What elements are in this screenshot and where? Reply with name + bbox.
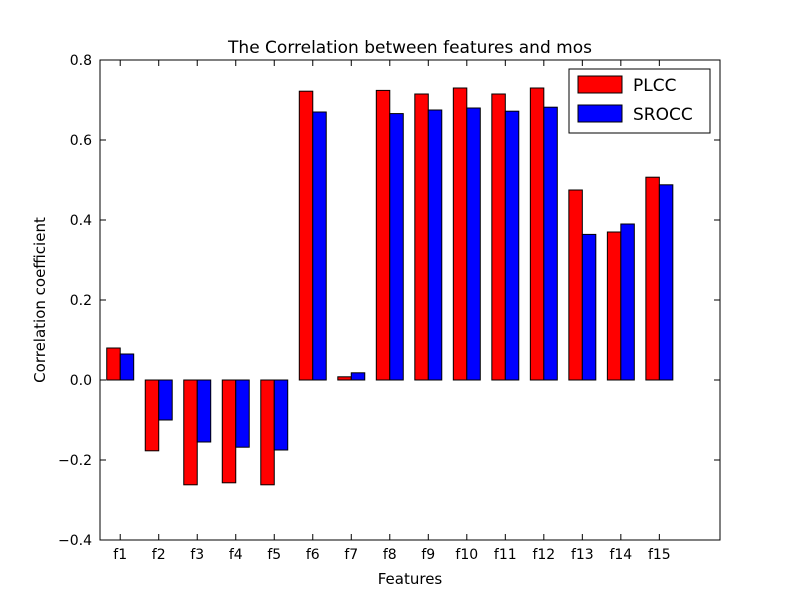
y-tick-label: 0.2 bbox=[70, 293, 92, 309]
x-tick-label-f15: f15 bbox=[648, 547, 671, 563]
bar-srocc-f14 bbox=[620, 223, 635, 381]
bars-group bbox=[106, 87, 674, 486]
bar-srocc-f2 bbox=[158, 379, 173, 421]
y-axis: −0.4 −0.2 0.0 0.2 0.4 0.6 0.8 bbox=[58, 53, 720, 549]
y-tick-label: 0.4 bbox=[70, 213, 92, 229]
bar-plcc-f10 bbox=[452, 87, 468, 381]
legend-swatch-plcc bbox=[577, 75, 623, 94]
x-tick-label-f6: f6 bbox=[306, 547, 320, 563]
bar-srocc-f1 bbox=[119, 353, 135, 381]
x-tick-label-f9: f9 bbox=[421, 547, 435, 563]
y-tick-label: −0.2 bbox=[58, 453, 92, 469]
bar-plcc-f14 bbox=[606, 231, 622, 381]
x-tick-label-f10: f10 bbox=[455, 547, 478, 563]
bar-srocc-f11 bbox=[504, 110, 520, 381]
y-tick-label: 0.8 bbox=[70, 53, 92, 69]
bar-srocc-f3 bbox=[196, 379, 212, 443]
y-tick-label: 0.0 bbox=[70, 373, 92, 389]
x-tick-label-f7: f7 bbox=[344, 547, 358, 563]
x-tick-label-f2: f2 bbox=[152, 547, 166, 563]
bar-srocc-f7 bbox=[350, 372, 366, 381]
bar-srocc-f4 bbox=[235, 379, 250, 448]
bar-plcc-f7 bbox=[337, 376, 352, 381]
bar-srocc-f9 bbox=[427, 109, 443, 381]
bar-srocc-f8 bbox=[389, 113, 404, 381]
legend: PLCC SROCC bbox=[568, 68, 711, 134]
bar-plcc-f9 bbox=[414, 93, 429, 381]
bar-srocc-f12 bbox=[543, 106, 558, 381]
y-tick-label: −0.4 bbox=[58, 533, 92, 549]
x-tick-label-f3: f3 bbox=[190, 547, 204, 563]
bar-plcc-f8 bbox=[375, 89, 391, 381]
x-axis: f1 f2 f3 f4 f5 f6 f7 f8 f9 f10 f11 f12 f13 f14 f15 bbox=[113, 60, 671, 563]
bar-plcc-f12 bbox=[529, 87, 545, 381]
chart-title: The Correlation between features and mos bbox=[227, 38, 592, 58]
x-axis-label: Features bbox=[378, 570, 443, 588]
legend-label-plcc: PLCC bbox=[633, 76, 676, 96]
y-axis-label: Correlation coefficient bbox=[31, 217, 49, 383]
x-tick-label-f5: f5 bbox=[267, 547, 281, 563]
x-tick-label-f12: f12 bbox=[532, 547, 555, 563]
plot-frame bbox=[99, 59, 721, 541]
bar-srocc-f5 bbox=[273, 379, 289, 451]
x-tick-label-f13: f13 bbox=[571, 547, 594, 563]
bar-plcc-f6 bbox=[298, 90, 314, 381]
bar-plcc-f13 bbox=[568, 189, 583, 381]
x-tick-label-f4: f4 bbox=[229, 547, 243, 563]
y-tick-label: 0.6 bbox=[70, 133, 92, 149]
bar-srocc-f15 bbox=[658, 184, 674, 381]
bar-plcc-f2 bbox=[144, 379, 160, 452]
legend-label-srocc: SROCC bbox=[633, 105, 693, 125]
bar-srocc-f10 bbox=[466, 107, 481, 381]
x-tick-label-f14: f14 bbox=[609, 547, 632, 563]
bar-plcc-f5 bbox=[260, 379, 275, 486]
bar-plcc-f3 bbox=[183, 379, 198, 486]
x-tick-label-f1: f1 bbox=[113, 547, 127, 563]
legend-swatch-srocc bbox=[577, 104, 623, 123]
bar-srocc-f6 bbox=[312, 111, 327, 381]
bar-plcc-f15 bbox=[645, 176, 660, 381]
bar-plcc-f1 bbox=[106, 347, 121, 381]
x-tick-label-f8: f8 bbox=[383, 547, 397, 563]
bar-srocc-f13 bbox=[581, 233, 597, 381]
bar-plcc-f4 bbox=[221, 379, 237, 484]
x-tick-label-f11: f11 bbox=[494, 547, 517, 563]
bar-plcc-f11 bbox=[491, 93, 506, 381]
